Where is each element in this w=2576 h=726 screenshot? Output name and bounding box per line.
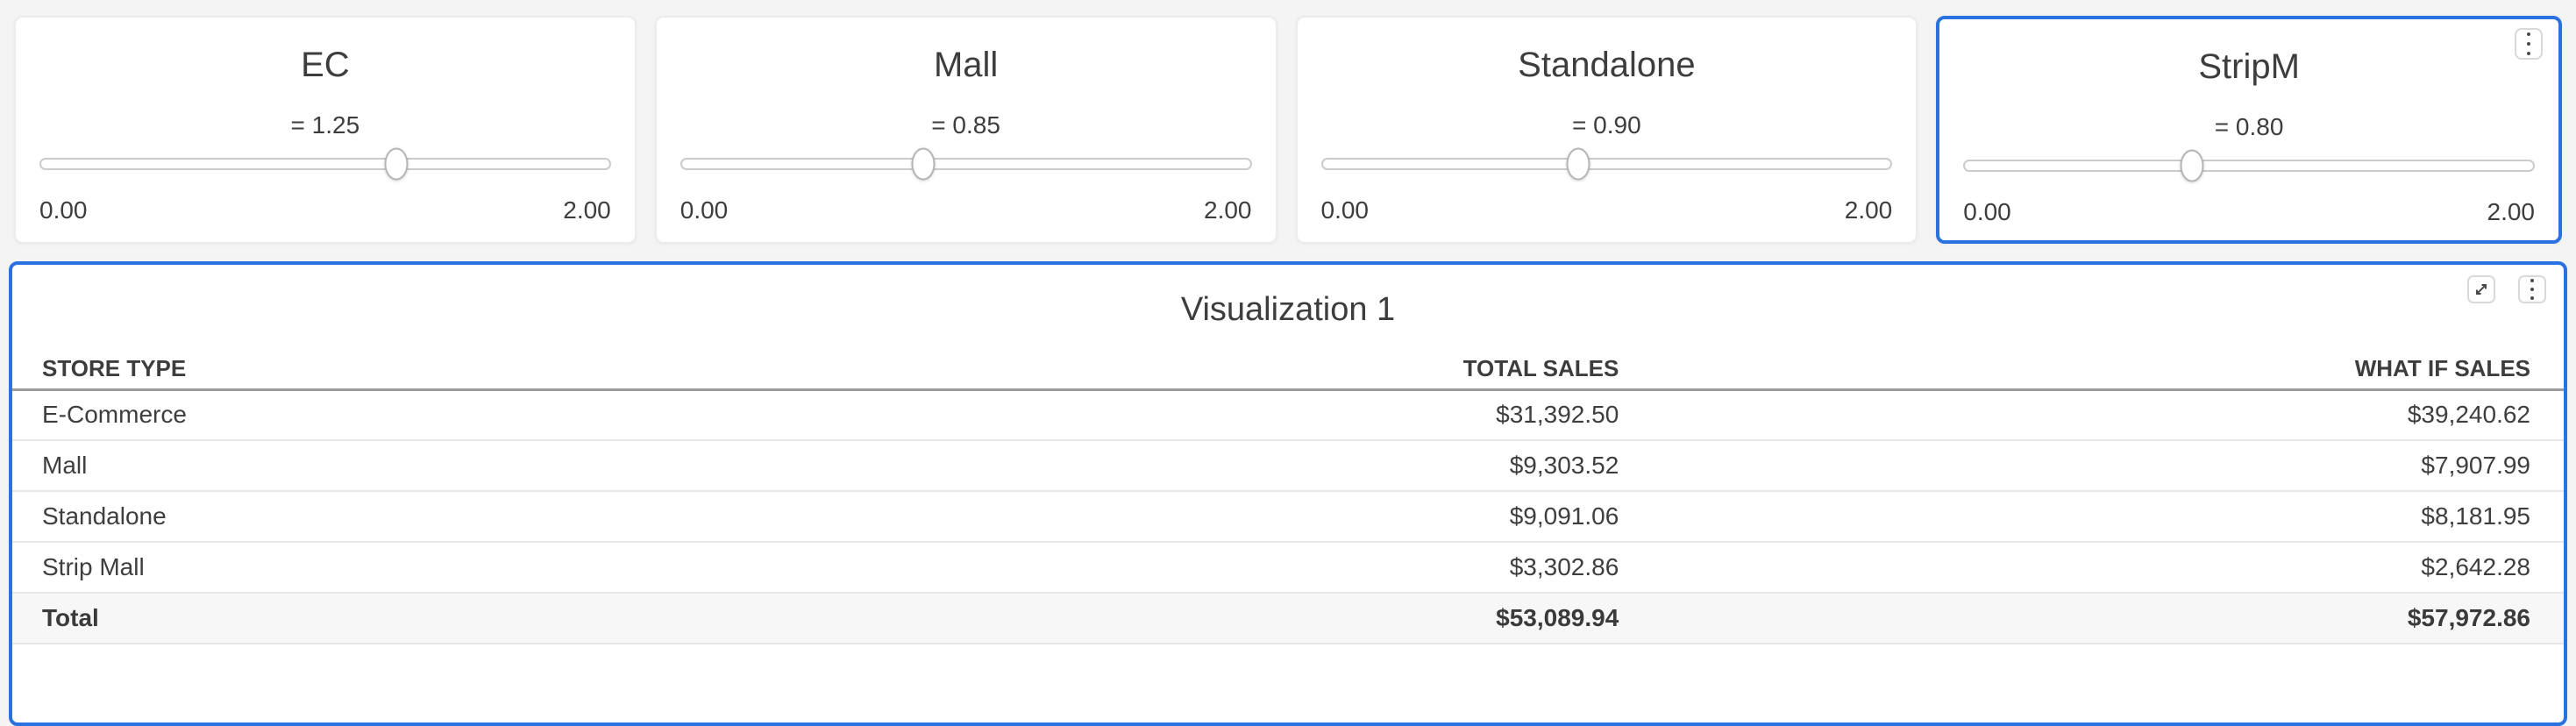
table-body: E-Commerce $31,392.50 $39,240.62 Mall $9,303… <box>12 389 2564 644</box>
column-header-store-type[interactable]: STORE TYPE <box>12 349 982 391</box>
table-cell: $7,907.99 <box>1619 440 2564 492</box>
slider-track[interactable] <box>1320 158 1893 170</box>
table-row[interactable]: Mall $9,303.52 $7,907.99 <box>12 440 2564 492</box>
filter-current-value: = 0.90 <box>1572 111 1641 139</box>
table-row[interactable]: Strip Mall $3,302.86 $2,642.28 <box>12 542 2564 594</box>
slider[interactable] <box>39 146 611 182</box>
slider-bounds: 0.00 2.00 <box>1321 196 1893 224</box>
filter-current-value: = 0.85 <box>931 111 1000 139</box>
expand-icon[interactable] <box>2467 275 2495 303</box>
slider-bounds: 0.00 2.00 <box>1963 198 2535 226</box>
column-header-what-if-sales[interactable]: WHAT IF SALES <box>1619 349 2564 391</box>
slider-filter-card-ec[interactable]: EC = 1.25 0.00 2.00 <box>14 16 637 244</box>
slider-track[interactable] <box>1963 160 2535 172</box>
slider-filter-card-mall[interactable]: Mall = 0.85 0.00 2.00 <box>654 16 1277 244</box>
visualization-card[interactable]: Visualization 1 STORE TYPE TOTAL SALES W… <box>9 261 2567 726</box>
total-cell: Total <box>12 593 982 644</box>
slider-min-label: 0.00 <box>1963 198 2011 225</box>
slider-max-label: 2.00 <box>2487 198 2536 225</box>
kebab-menu-icon[interactable] <box>2515 28 2543 60</box>
table-cell: Strip Mall <box>12 542 982 594</box>
filter-current-value: = 1.25 <box>290 111 360 139</box>
sales-table: STORE TYPE TOTAL SALES WHAT IF SALES E-C… <box>12 349 2564 644</box>
expand-icon <box>2476 284 2487 295</box>
table-header-row: STORE TYPE TOTAL SALES WHAT IF SALES <box>12 349 2564 391</box>
table-row[interactable]: Standalone $9,091.06 $8,181.95 <box>12 491 2564 543</box>
slider-max-label: 2.00 <box>1204 196 1252 224</box>
visualization-title: Visualization 1 <box>1180 291 1396 328</box>
slider-cards-row: EC = 1.25 0.00 2.00 Mall = 0.85 0.00 2.0… <box>0 0 2576 244</box>
total-cell: $57,972.86 <box>1619 593 2564 644</box>
slider-min-label: 0.00 <box>39 196 88 224</box>
slider-handle[interactable] <box>384 147 409 181</box>
slider-filter-card-standalone[interactable]: Standalone = 0.90 0.00 2.00 <box>1295 16 1918 244</box>
filter-current-value: = 0.80 <box>2214 113 2284 140</box>
table-cell: $39,240.62 <box>1619 389 2564 441</box>
slider-max-label: 2.00 <box>563 196 611 224</box>
slider-bounds: 0.00 2.00 <box>680 196 1252 224</box>
table-cell: $31,392.50 <box>981 389 1620 441</box>
table-total-row[interactable]: Total $53,089.94 $57,972.86 <box>12 593 2564 644</box>
table-cell: Standalone <box>12 491 982 543</box>
filter-title: StripM <box>2198 47 2300 86</box>
total-cell: $53,089.94 <box>981 593 1620 644</box>
table-cell: $2,642.28 <box>1619 542 2564 594</box>
slider[interactable] <box>680 146 1252 182</box>
table-cell: $9,091.06 <box>981 491 1620 543</box>
kebab-menu-icon <box>2527 32 2530 55</box>
table-row[interactable]: E-Commerce $31,392.50 $39,240.62 <box>12 389 2564 441</box>
slider-handle[interactable] <box>2180 149 2204 182</box>
table-cell: Mall <box>12 440 982 492</box>
slider[interactable] <box>1320 146 1893 182</box>
table-cell: E-Commerce <box>12 389 982 441</box>
slider-min-label: 0.00 <box>1320 196 1370 224</box>
slider-min-label: 0.00 <box>680 196 729 224</box>
slider-track[interactable] <box>39 158 611 170</box>
visualization-toolbar <box>2467 275 2546 303</box>
filter-title: Mall <box>933 46 999 84</box>
column-header-total-sales[interactable]: TOTAL SALES <box>981 349 1620 391</box>
slider-handle[interactable] <box>1566 147 1590 181</box>
slider-bounds: 0.00 2.00 <box>39 196 611 224</box>
table-cell: $8,181.95 <box>1619 491 2564 543</box>
kebab-menu-icon <box>2530 279 2534 300</box>
kebab-menu-icon[interactable] <box>2518 275 2546 303</box>
slider-track[interactable] <box>680 158 1252 170</box>
filter-title: Standalone <box>1518 46 1696 84</box>
slider[interactable] <box>1963 147 2535 184</box>
slider-max-label: 2.00 <box>1844 196 1893 224</box>
slider-handle[interactable] <box>911 147 936 181</box>
filter-title: EC <box>301 46 350 84</box>
slider-filter-card-stripm[interactable]: StripM = 0.80 0.00 2.00 <box>1936 16 2562 244</box>
table-cell: $3,302.86 <box>981 542 1620 594</box>
table-cell: $9,303.52 <box>981 440 1620 492</box>
